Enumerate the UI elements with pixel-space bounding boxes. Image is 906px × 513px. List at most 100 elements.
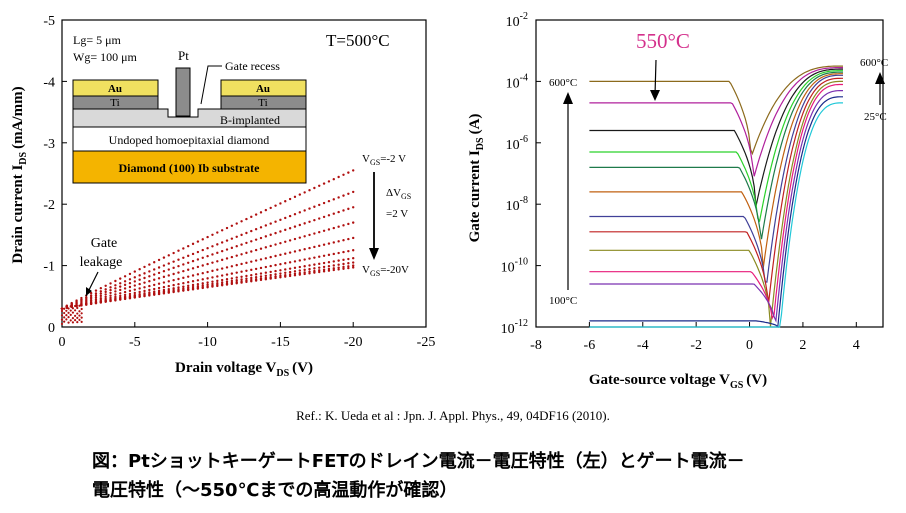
left-data-point — [313, 186, 316, 190]
left-data-point — [332, 198, 335, 201]
left-x-tick-label: 0 — [59, 335, 66, 350]
left-data-point — [216, 282, 219, 285]
left-data-point — [337, 251, 340, 255]
left-data-point — [211, 282, 214, 286]
left-data-point — [196, 279, 200, 282]
left-data-point — [138, 295, 141, 299]
left-data-point — [172, 283, 175, 287]
left-data-point — [318, 203, 321, 207]
left-data-point — [235, 245, 238, 248]
delta-vgs-label: ΔVGS — [386, 187, 411, 201]
left-data-point — [191, 242, 195, 246]
left-data-point — [71, 321, 75, 324]
left-data-point — [293, 225, 297, 228]
left-data-point — [63, 311, 66, 315]
left-data-point — [352, 264, 355, 267]
left-data-point — [220, 274, 224, 277]
left-data-point — [303, 272, 306, 276]
right-y-tick-label: 10-8 — [506, 195, 528, 214]
left-data-point — [167, 284, 170, 288]
left-data-point — [67, 316, 70, 319]
left-data-point — [269, 273, 272, 277]
left-data-point — [196, 273, 200, 276]
title-pointer — [654, 59, 657, 96]
right-x-tick-label: -2 — [690, 338, 702, 353]
temp-600-left: 600°C — [549, 77, 577, 89]
left-data-point — [143, 281, 146, 284]
left-data-point — [235, 222, 238, 225]
left-data-point — [240, 270, 243, 273]
left-data-point — [216, 243, 219, 246]
left-data-point — [337, 225, 340, 228]
left-data-point — [172, 278, 175, 282]
left-data-point — [279, 276, 282, 279]
left-data-point — [225, 283, 229, 286]
left-data-point — [201, 282, 204, 285]
left-data-point — [216, 275, 219, 278]
left-data-point — [293, 213, 297, 216]
left-data-point — [211, 280, 214, 283]
left-data-point — [119, 288, 122, 292]
left-data-point — [220, 258, 224, 262]
left-data-point — [259, 236, 263, 240]
left-data-point — [104, 284, 107, 287]
left-data-point — [230, 246, 234, 250]
au-right-text: Au — [256, 83, 270, 95]
left-data-point — [318, 255, 321, 258]
left-data-point — [67, 311, 70, 314]
left-data-point — [274, 220, 277, 223]
left-data-point — [162, 285, 166, 289]
left-data-point — [245, 269, 248, 272]
left-data-point — [332, 260, 335, 263]
left-data-point — [230, 237, 234, 240]
left-data-point — [298, 193, 302, 196]
left-data-point — [313, 256, 316, 259]
left-data-point — [240, 233, 243, 237]
left-x-tick-label: -5 — [129, 335, 141, 350]
left-data-point — [191, 267, 195, 270]
left-data-point — [250, 215, 253, 219]
left-data-point — [308, 188, 311, 192]
left-data-point — [245, 277, 248, 280]
left-data-point — [206, 286, 209, 289]
left-data-point — [279, 272, 282, 275]
left-data-point — [269, 255, 272, 259]
right-series-line — [589, 73, 843, 268]
temp-25-right: 25°C — [864, 111, 887, 123]
leakage-arrowhead — [86, 287, 92, 296]
left-data-point — [211, 269, 214, 273]
left-data-point — [313, 271, 316, 274]
left-data-point — [148, 270, 151, 273]
left-data-point — [254, 238, 258, 241]
left-data-point — [71, 311, 75, 314]
left-data-point — [153, 273, 156, 276]
left-data-point — [264, 208, 268, 212]
left-x-tick-label: -20 — [344, 335, 363, 350]
left-data-point — [201, 238, 204, 241]
left-data-point — [220, 278, 224, 282]
left-data-point — [220, 284, 224, 287]
left-data-point — [89, 291, 93, 295]
left-data-point — [186, 284, 190, 288]
left-data-point — [352, 236, 355, 240]
left-data-point — [284, 240, 287, 243]
right-series-line — [589, 65, 843, 156]
left-plot-frame — [61, 19, 427, 328]
left-data-point — [216, 260, 219, 263]
left-data-point — [269, 222, 272, 225]
left-data-point — [298, 236, 302, 239]
left-data-point — [337, 263, 340, 266]
left-data-point — [60, 322, 64, 326]
left-data-point — [67, 321, 70, 324]
left-data-point — [308, 246, 311, 250]
left-data-point — [153, 287, 156, 291]
left-data-point — [245, 231, 248, 235]
left-data-point — [89, 296, 93, 299]
left-data-point — [148, 288, 151, 292]
left-data-point — [167, 262, 170, 265]
drain-current-chart: 0 -5 -10 -15 -20 -25 0 -1 -2 -3 -4 -5 Drain voltag… — [10, 14, 435, 379]
left-data-point — [220, 249, 224, 253]
left-data-point — [201, 278, 204, 281]
left-data-point — [177, 258, 180, 261]
left-x-tick-labels: 0 -5 -10 -15 -20 -25 — [59, 322, 435, 350]
